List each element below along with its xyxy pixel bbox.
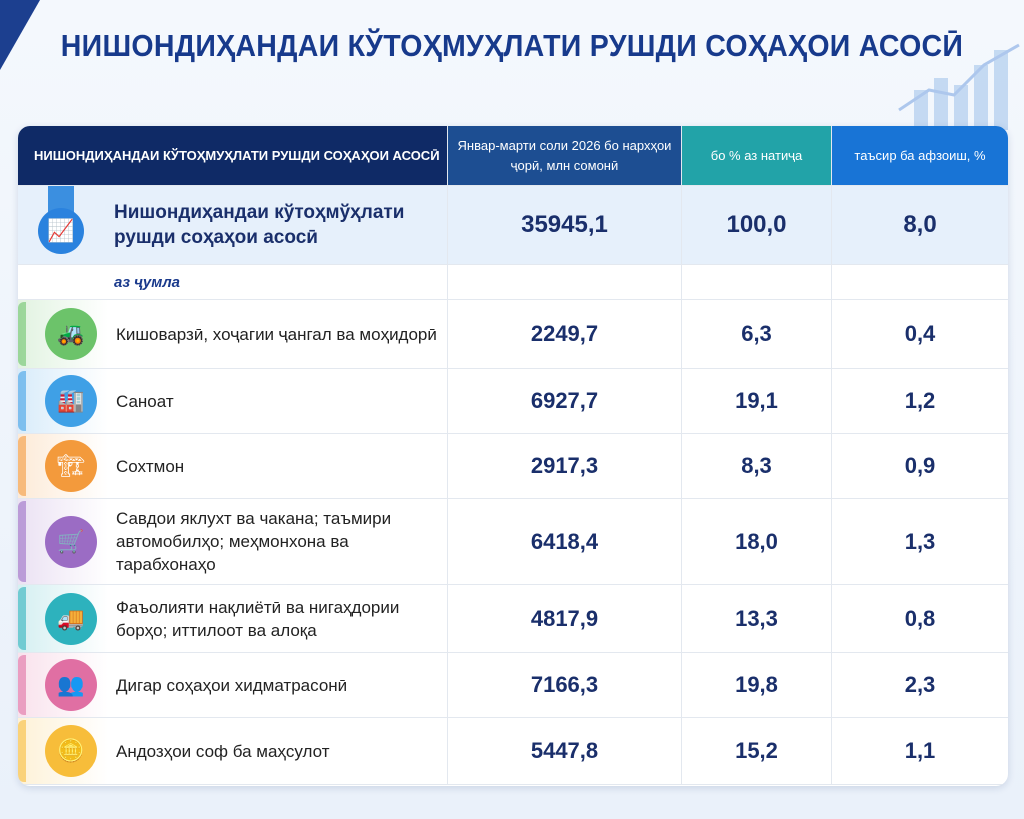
row-share: 6,3	[681, 300, 831, 368]
table-row: 🚚 Фаъолияти нақлиётӣ ва нигаҳдории борҳо;…	[18, 585, 1008, 653]
subheader-label: аз ҷумла	[114, 273, 181, 291]
table-row: 🛒 Савдои яклухт ва чакана; таъмири автомо…	[18, 499, 1008, 585]
row-impact: 0,9	[831, 434, 1008, 498]
table-header: НИШОНДИҲАНДАИ КЎТОҲМУҲЛАТИ РУШДИ СОҲАҲОИ…	[18, 126, 1008, 186]
total-label: Нишондиҳандаи кўтоҳмўҳлати рушди соҳаҳои…	[114, 202, 405, 248]
indicators-table: НИШОНДИҲАНДАИ КЎТОҲМУҲЛАТИ РУШДИ СОҲАҲОИ…	[18, 126, 1008, 786]
construction-crane-icon: 🏗	[45, 440, 97, 492]
delivery-truck-wifi-icon: 🚚	[45, 592, 97, 645]
row-share: 8,3	[681, 434, 831, 498]
row-color-bar	[18, 720, 26, 782]
row-value: 7166,3	[447, 653, 681, 717]
header-share: бо % аз натиҷа	[681, 126, 831, 185]
people-group-icon: 👥	[45, 659, 97, 711]
row-share: 18,0	[681, 499, 831, 584]
row-impact: 1,3	[831, 499, 1008, 584]
table-row: 🏭 Саноат 6927,7 19,1 1,2	[18, 369, 1008, 434]
header-indicator: НИШОНДИҲАНДАИ КЎТОҲМУҲЛАТИ РУШДИ СОҲАҲОИ…	[18, 126, 447, 185]
total-row: 📈 Нишондиҳандаи кўтоҳмўҳлати рушди соҳаҳо…	[18, 186, 1008, 265]
table-row: 🚜 Кишоварзӣ, хоҷагии ҷангал ва моҳидорӣ 2…	[18, 300, 1008, 369]
total-impact: 8,0	[831, 186, 1008, 264]
row-color-bar	[18, 436, 26, 496]
row-value: 2249,7	[447, 300, 681, 368]
header-impact: таъсир ба афзоиш, %	[831, 126, 1008, 185]
row-impact: 1,2	[831, 369, 1008, 433]
row-label: Сохтмон	[116, 456, 185, 476]
factory-icon: 🏭	[45, 375, 97, 427]
shopping-cart-icon: 🛒	[45, 515, 97, 568]
header-value: Январ-марти соли 2026 бо нархҳои ҷорӣ, м…	[447, 126, 681, 185]
row-label: Савдои яклухт ва чакана; таъмири автомоб…	[116, 509, 392, 574]
row-impact: 0,8	[831, 585, 1008, 652]
row-share: 19,1	[681, 369, 831, 433]
row-impact: 0,4	[831, 300, 1008, 368]
row-color-bar	[18, 302, 26, 366]
row-impact: 1,1	[831, 718, 1008, 784]
row-label: Кишоварзӣ, хоҷагии ҷангал ва моҳидорӣ	[116, 324, 437, 344]
row-label: Андозҳои соф ба маҳсулот	[116, 741, 330, 761]
row-value: 6418,4	[447, 499, 681, 584]
row-share: 15,2	[681, 718, 831, 784]
agriculture-icon: 🚜	[45, 308, 97, 360]
subheader-row: аз ҷумла	[18, 265, 1008, 300]
row-color-bar	[18, 655, 26, 715]
row-color-bar	[18, 501, 26, 582]
table-row: 👥 Дигар соҳаҳои хидматрасонӣ 7166,3 19,8 …	[18, 653, 1008, 718]
row-impact: 2,3	[831, 653, 1008, 717]
row-label: Дигар соҳаҳои хидматрасонӣ	[116, 675, 348, 695]
row-label: Фаъолияти нақлиётӣ ва нигаҳдории борҳо; …	[116, 597, 400, 640]
row-value: 2917,3	[447, 434, 681, 498]
corner-decoration	[0, 0, 40, 70]
page-title: НИШОНДИҲАНДАИ КЎТОҲМУҲЛАТИ РУШДИ СОҲАҲОИ…	[60, 28, 964, 63]
row-share: 13,3	[681, 585, 831, 652]
coins-icon: 🪙	[45, 725, 97, 777]
row-value: 6927,7	[447, 369, 681, 433]
row-color-bar	[18, 371, 26, 431]
table-row: 🏗 Сохтмон 2917,3 8,3 0,9	[18, 434, 1008, 499]
row-label: Саноат	[116, 391, 174, 411]
growth-chart-decoration	[898, 43, 1020, 130]
row-value: 5447,8	[447, 718, 681, 784]
total-value: 35945,1	[447, 186, 681, 264]
row-share: 19,8	[681, 653, 831, 717]
growth-chart-icon: 📈	[38, 208, 84, 254]
total-share: 100,0	[681, 186, 831, 264]
row-color-bar	[18, 587, 26, 650]
row-value: 4817,9	[447, 585, 681, 652]
table-row: 🪙 Андозҳои соф ба маҳсулот 5447,8 15,2 1,…	[18, 718, 1008, 785]
